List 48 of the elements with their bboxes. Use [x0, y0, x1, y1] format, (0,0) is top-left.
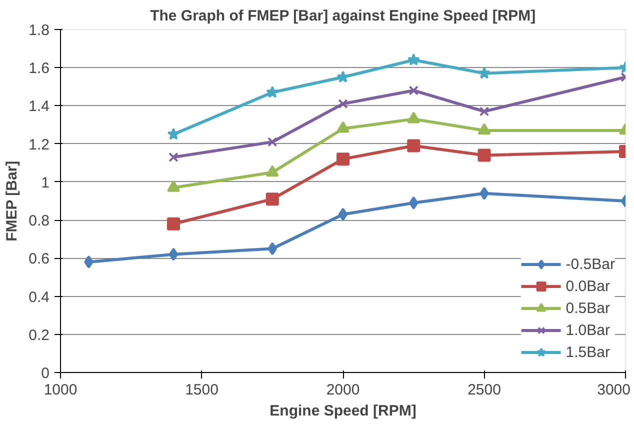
point	[407, 112, 420, 124]
x-tick-label: 2500	[468, 382, 501, 398]
point	[267, 137, 278, 147]
y-tick-label: 1.6	[28, 60, 50, 78]
point	[408, 196, 418, 210]
y-tick-label: 0	[41, 365, 50, 382]
point	[266, 192, 279, 206]
point	[478, 123, 491, 135]
point	[266, 165, 279, 177]
legend-label: 1.0Bar	[566, 322, 610, 338]
chart-title: The Graph of FMEP [Bar] against Engine Speed [RPM]	[150, 8, 536, 24]
point	[336, 121, 350, 133]
x-tick-label: 3000	[597, 382, 631, 398]
point	[478, 66, 490, 79]
point	[338, 98, 348, 109]
y-tick-label: 1.2	[28, 136, 50, 154]
y-tick-label: 1.4	[28, 98, 50, 116]
point	[478, 148, 491, 162]
y-tick-label: 1.8	[28, 22, 50, 39]
point	[167, 128, 180, 140]
legend-label: -0.5Bar	[566, 256, 615, 272]
x-tick-label: 1500	[185, 382, 218, 398]
x-axis-title: Engine Speed [RPM]	[270, 402, 416, 420]
point	[168, 152, 178, 162]
legend-label: 0.0Bar	[566, 278, 610, 294]
point	[407, 53, 420, 66]
x-tick-label: 1000	[44, 382, 78, 398]
point	[408, 86, 419, 96]
point	[167, 217, 180, 230]
y-tick-label: 0.8	[28, 212, 50, 230]
point	[268, 242, 278, 256]
point	[336, 152, 350, 166]
point	[480, 186, 489, 200]
legend-label: 0.5Bar	[566, 300, 610, 316]
point	[407, 139, 420, 152]
x-tick-label: 2000	[326, 382, 360, 398]
point	[338, 208, 348, 221]
y-tick-label: 1	[41, 174, 50, 192]
legend-label: 1.5Bar	[566, 344, 610, 360]
y-tick-label: 0.2	[28, 326, 50, 344]
point	[266, 86, 279, 98]
point	[479, 106, 490, 116]
y-tick-label: 0.6	[28, 250, 50, 268]
y-tick-label: 0.4	[28, 288, 50, 306]
point	[168, 248, 178, 261]
y-axis-title: FMEP [Bar]	[4, 160, 21, 242]
point	[167, 180, 180, 192]
point	[84, 255, 94, 268]
